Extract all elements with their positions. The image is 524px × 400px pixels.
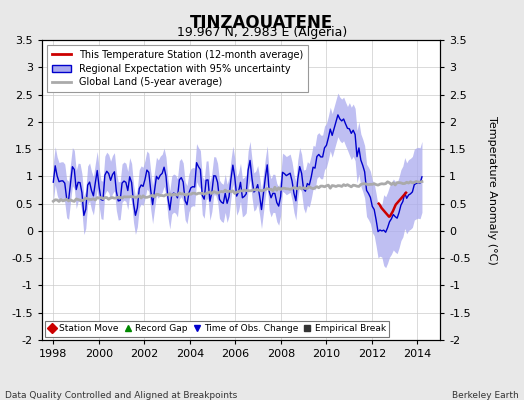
Y-axis label: Temperature Anomaly (°C): Temperature Anomaly (°C) [487,116,497,264]
Legend: Station Move, Record Gap, Time of Obs. Change, Empirical Break: Station Move, Record Gap, Time of Obs. C… [45,321,389,337]
Text: Berkeley Earth: Berkeley Earth [452,391,519,400]
Text: TINZAOUATENE: TINZAOUATENE [190,14,334,32]
Text: Data Quality Controlled and Aligned at Breakpoints: Data Quality Controlled and Aligned at B… [5,391,237,400]
Text: 19.967 N, 2.983 E (Algeria): 19.967 N, 2.983 E (Algeria) [177,26,347,39]
